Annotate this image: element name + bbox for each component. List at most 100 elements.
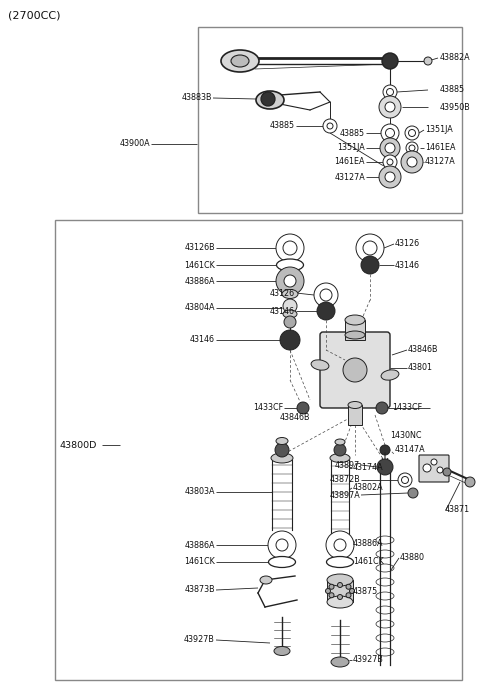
- Circle shape: [379, 166, 401, 188]
- FancyBboxPatch shape: [55, 220, 462, 680]
- Text: 43126: 43126: [270, 289, 295, 298]
- Text: 43127A: 43127A: [425, 158, 456, 167]
- Circle shape: [317, 302, 335, 320]
- Text: 1430NC: 1430NC: [390, 431, 421, 440]
- Circle shape: [275, 443, 289, 457]
- Circle shape: [334, 539, 346, 551]
- Circle shape: [380, 138, 400, 158]
- FancyBboxPatch shape: [327, 580, 353, 602]
- Circle shape: [334, 444, 346, 456]
- Circle shape: [398, 473, 412, 487]
- Circle shape: [337, 583, 343, 588]
- Text: 43885: 43885: [270, 121, 295, 130]
- Circle shape: [423, 464, 431, 472]
- Circle shape: [424, 57, 432, 65]
- Circle shape: [337, 595, 343, 599]
- Text: 43897: 43897: [335, 461, 360, 470]
- Text: 1461CK: 1461CK: [184, 558, 215, 567]
- Circle shape: [280, 330, 300, 350]
- Text: 43886A: 43886A: [353, 539, 384, 548]
- Text: 43146: 43146: [395, 261, 420, 270]
- Circle shape: [408, 488, 418, 498]
- Circle shape: [383, 155, 397, 169]
- Circle shape: [346, 592, 351, 598]
- Ellipse shape: [276, 438, 288, 445]
- FancyBboxPatch shape: [345, 320, 365, 340]
- Text: 43126B: 43126B: [184, 243, 215, 252]
- Text: 43927B: 43927B: [353, 655, 384, 664]
- Circle shape: [380, 445, 390, 455]
- Text: 43885: 43885: [340, 128, 365, 137]
- Ellipse shape: [283, 310, 297, 318]
- Text: 43846B: 43846B: [408, 346, 439, 355]
- Circle shape: [261, 92, 275, 106]
- Text: 43882A: 43882A: [440, 54, 470, 63]
- Text: 43127A: 43127A: [334, 172, 365, 181]
- Text: 43886A: 43886A: [184, 277, 215, 286]
- Text: 43846B: 43846B: [280, 413, 311, 422]
- Text: 1351JA: 1351JA: [425, 125, 453, 135]
- Ellipse shape: [327, 574, 353, 586]
- Circle shape: [327, 123, 333, 129]
- Circle shape: [284, 316, 296, 328]
- Circle shape: [405, 126, 419, 140]
- Circle shape: [387, 159, 393, 165]
- Circle shape: [323, 119, 337, 133]
- Text: 43126: 43126: [395, 240, 420, 249]
- Text: 43871: 43871: [445, 505, 470, 514]
- Text: 1433CF: 1433CF: [253, 404, 283, 413]
- Text: 1461CK: 1461CK: [353, 558, 384, 567]
- Text: 1461CK: 1461CK: [184, 261, 215, 270]
- Text: 43885: 43885: [440, 86, 465, 95]
- Circle shape: [437, 467, 443, 473]
- Circle shape: [381, 124, 399, 142]
- Text: 43802A: 43802A: [353, 484, 384, 493]
- Circle shape: [376, 402, 388, 414]
- Text: (2700CC): (2700CC): [8, 11, 60, 21]
- Circle shape: [346, 584, 351, 589]
- Text: 43146: 43146: [190, 335, 215, 344]
- Circle shape: [349, 588, 355, 594]
- Ellipse shape: [268, 556, 296, 567]
- Circle shape: [385, 128, 395, 137]
- Circle shape: [385, 172, 395, 182]
- Ellipse shape: [274, 647, 290, 655]
- Circle shape: [329, 592, 334, 598]
- Circle shape: [276, 539, 288, 551]
- Ellipse shape: [256, 91, 284, 109]
- Text: 1433CF: 1433CF: [392, 404, 422, 413]
- Ellipse shape: [311, 360, 329, 370]
- Ellipse shape: [345, 315, 365, 325]
- Circle shape: [408, 130, 416, 137]
- Text: 43147A: 43147A: [395, 445, 426, 454]
- Text: 43883B: 43883B: [181, 93, 212, 102]
- Text: 43801: 43801: [408, 364, 433, 372]
- Text: 43804A: 43804A: [184, 303, 215, 312]
- Text: 43873B: 43873B: [184, 585, 215, 595]
- Circle shape: [385, 143, 395, 153]
- Text: 1461EA: 1461EA: [335, 158, 365, 167]
- Ellipse shape: [381, 370, 399, 380]
- Circle shape: [443, 468, 451, 476]
- Ellipse shape: [326, 556, 353, 567]
- Text: 43886A: 43886A: [184, 540, 215, 549]
- Text: 43875: 43875: [353, 588, 378, 597]
- Circle shape: [325, 588, 331, 594]
- Circle shape: [320, 289, 332, 301]
- Circle shape: [268, 531, 296, 559]
- Text: 43146: 43146: [270, 307, 295, 316]
- Circle shape: [363, 241, 377, 255]
- FancyBboxPatch shape: [419, 455, 449, 482]
- Ellipse shape: [271, 453, 293, 463]
- Circle shape: [361, 256, 379, 274]
- Ellipse shape: [260, 576, 272, 584]
- Text: 1351JA: 1351JA: [337, 144, 365, 153]
- Circle shape: [276, 234, 304, 262]
- Circle shape: [329, 584, 334, 589]
- FancyBboxPatch shape: [198, 27, 462, 213]
- Circle shape: [326, 531, 354, 559]
- Circle shape: [297, 402, 309, 414]
- Circle shape: [343, 358, 367, 382]
- Circle shape: [356, 234, 384, 262]
- Circle shape: [379, 96, 401, 118]
